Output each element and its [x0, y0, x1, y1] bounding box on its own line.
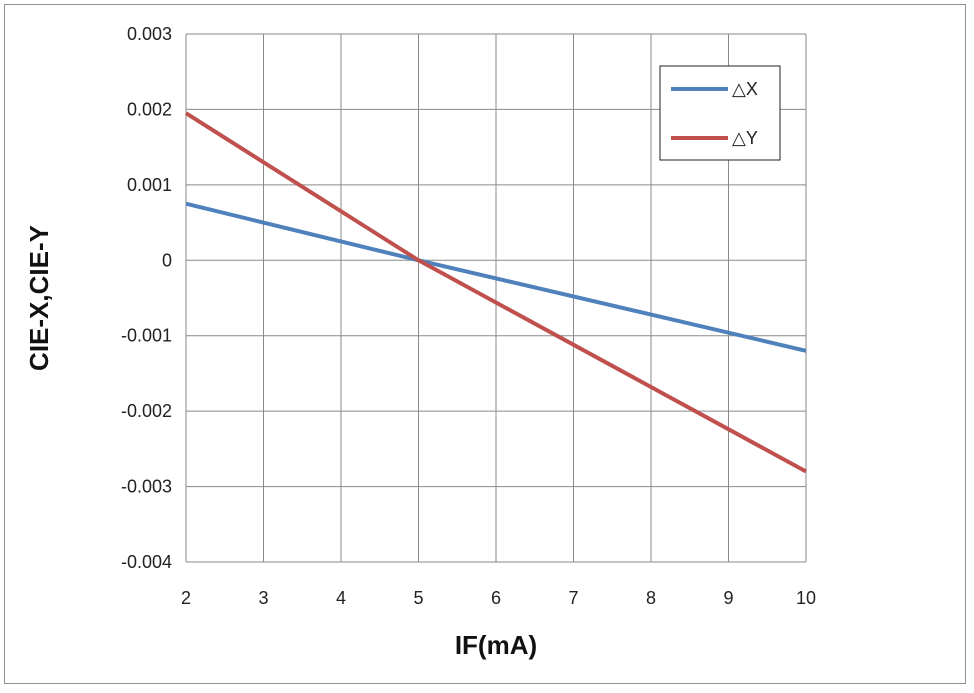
x-axis-title: IF(mA)	[455, 630, 537, 660]
legend-box	[659, 65, 781, 161]
y-tick-label: 0	[162, 250, 172, 270]
x-tick-label: 5	[413, 588, 423, 608]
series-lines	[184, 111, 807, 474]
legend-label-x: △X	[732, 79, 758, 99]
y-tick-label: 0.002	[127, 99, 172, 119]
y-tick-label: 0.003	[127, 24, 172, 44]
legend-label-y: △Y	[732, 128, 758, 148]
x-tick-label: 10	[796, 588, 816, 608]
x-tick-labels: 2 3 4 5 6 7 8 9 10	[181, 588, 816, 608]
y-axis-title: CIE-X,CIE-Y	[24, 225, 54, 371]
y-tick-label: -0.004	[121, 552, 172, 572]
x-tick-label: 4	[336, 588, 346, 608]
x-tick-label: 2	[181, 588, 191, 608]
y-tick-label: -0.001	[121, 326, 172, 346]
grid-lines	[185, 33, 807, 563]
y-tick-label: 0.001	[127, 175, 172, 195]
x-tick-label: 9	[723, 588, 733, 608]
x-tick-label: 3	[258, 588, 268, 608]
x-tick-label: 6	[491, 588, 501, 608]
x-tick-label: 7	[568, 588, 578, 608]
y-tick-label: -0.003	[121, 477, 172, 497]
series-line-y	[184, 111, 807, 474]
y-tick-labels: 0.003 0.002 0.001 0 -0.001 -0.002 -0.003 -0.004	[121, 24, 172, 572]
x-tick-label: 8	[646, 588, 656, 608]
legend: △X △Y	[659, 65, 781, 161]
y-tick-label: -0.002	[121, 401, 172, 421]
